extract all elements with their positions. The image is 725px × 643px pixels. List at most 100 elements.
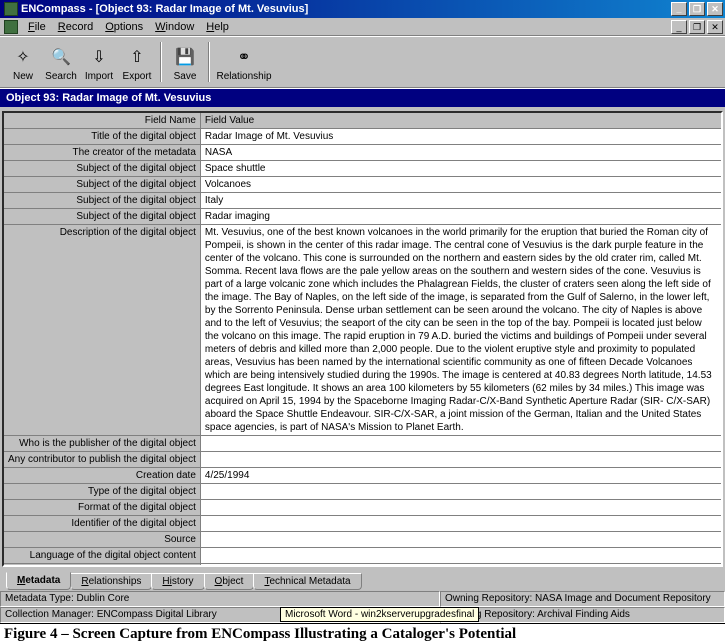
table-row: Subject of the digital objectRadar imagi… xyxy=(4,209,721,225)
field-value[interactable]: Space shuttle xyxy=(200,161,721,177)
import-button[interactable]: ⇩ Import xyxy=(80,38,118,86)
field-label: Subject of the digital object xyxy=(4,193,200,209)
relationship-button-label: Relationship xyxy=(216,71,271,82)
save-button[interactable]: 💾Save xyxy=(166,38,204,86)
search-icon: 🔍 xyxy=(49,45,73,69)
field-label: Format of the digital object xyxy=(4,500,200,516)
new-button[interactable]: ✧ New xyxy=(4,38,42,86)
mdi-close-button[interactable]: ✕ xyxy=(707,20,723,34)
title-bar: ENCompass - [Object 93: Radar Image of M… xyxy=(0,0,725,18)
field-label: Subject of the digital object xyxy=(4,177,200,193)
figure-caption: Figure 4 – Screen Capture from ENCompass… xyxy=(0,623,725,643)
metadata-type-status: Metadata Type: Dublin Core xyxy=(0,591,440,607)
mdi-child-icon[interactable] xyxy=(4,20,18,34)
field-value[interactable]: NASA xyxy=(200,145,721,161)
table-row: The creator of the metadataNASA xyxy=(4,145,721,161)
field-value[interactable]: Mt. Vesuvius, one of the best known volc… xyxy=(200,225,721,436)
field-value[interactable] xyxy=(200,516,721,532)
field-label: Relation xyxy=(4,564,200,568)
working-repository-status: Working Repository: Archival Finding Aid… xyxy=(440,607,725,623)
mdi-restore-button[interactable]: ❐ xyxy=(689,20,705,34)
tab-row: MetadataRelationshipsHistoryObjectTechni… xyxy=(0,571,725,591)
table-row: Subject of the digital objectSpace shutt… xyxy=(4,161,721,177)
close-button[interactable]: ✕ xyxy=(707,2,723,16)
toolbar-separator xyxy=(208,42,210,82)
save-button-label: Save xyxy=(174,71,197,82)
table-row: Identifier of the digital object xyxy=(4,516,721,532)
field-value[interactable]: 4/25/1994 xyxy=(200,468,721,484)
search-button-label: Search xyxy=(45,71,77,82)
field-label: Description of the digital object xyxy=(4,225,200,436)
field-label: Who is the publisher of the digital obje… xyxy=(4,436,200,452)
field-label: Identifier of the digital object xyxy=(4,516,200,532)
new-icon: ✧ xyxy=(11,45,35,69)
table-row: Format of the digital object xyxy=(4,500,721,516)
field-value[interactable] xyxy=(200,500,721,516)
menu-record[interactable]: Record xyxy=(52,20,99,34)
table-row: Subject of the digital objectVolcanoes xyxy=(4,177,721,193)
table-row: Relation xyxy=(4,564,721,568)
relationship-button[interactable]: ⚭ Relationship xyxy=(214,38,274,86)
field-value[interactable]: Radar Image of Mt. Vesuvius xyxy=(200,129,721,145)
field-label: Language of the digital object content xyxy=(4,548,200,564)
table-row: Creation date4/25/1994 xyxy=(4,468,721,484)
tab-technical-metadata[interactable]: Technical Metadata xyxy=(253,573,361,590)
table-row: Any contributor to publish the digital o… xyxy=(4,452,721,468)
import-icon: ⇩ xyxy=(87,45,111,69)
field-label: Type of the digital object xyxy=(4,484,200,500)
toolbar: ✧ New 🔍 Search ⇩ Import ⇧Export 💾Save ⚭ Relations… xyxy=(0,36,725,88)
mdi-minimize-button[interactable]: _ xyxy=(671,20,687,34)
table-row: Who is the publisher of the digital obje… xyxy=(4,436,721,452)
field-label: Subject of the digital object xyxy=(4,209,200,225)
field-header-label: Field Name xyxy=(4,113,200,129)
table-row: Title of the digital objectRadar Image o… xyxy=(4,129,721,145)
window-title: ENCompass - [Object 93: Radar Image of M… xyxy=(21,3,671,15)
menu-bar: FileRecordOptionsWindowHelp _ ❐ ✕ xyxy=(0,18,725,36)
table-row: Type of the digital object xyxy=(4,484,721,500)
owning-repository-status: Owning Repository: NASA Image and Docume… xyxy=(440,591,725,607)
field-label: Creation date xyxy=(4,468,200,484)
field-value[interactable] xyxy=(200,532,721,548)
menu-help[interactable]: Help xyxy=(200,20,235,34)
toolbar-separator xyxy=(160,42,162,82)
field-label: The creator of the metadata xyxy=(4,145,200,161)
field-value[interactable]: Radar imaging xyxy=(200,209,721,225)
tab-history[interactable]: History xyxy=(151,573,204,590)
minimize-button[interactable]: _ xyxy=(671,2,687,16)
menu-window[interactable]: Window xyxy=(149,20,200,34)
taskbar-tooltip: Microsoft Word - win2kserverupgradesfina… xyxy=(280,607,479,622)
field-label: Any contributor to publish the digital o… xyxy=(4,452,200,468)
new-button-label: New xyxy=(13,71,33,82)
object-banner: Object 93: Radar Image of Mt. Vesuvius xyxy=(0,88,725,107)
menu-options[interactable]: Options xyxy=(99,20,149,34)
field-value[interactable] xyxy=(200,484,721,500)
field-table: Field NameField ValueTitle of the digita… xyxy=(4,113,721,567)
table-row: Description of the digital objectMt. Ves… xyxy=(4,225,721,436)
app-icon xyxy=(4,2,18,16)
table-row: Source xyxy=(4,532,721,548)
table-row: Language of the digital object content xyxy=(4,548,721,564)
export-icon: ⇧ xyxy=(125,45,149,69)
menu-file[interactable]: File xyxy=(22,20,52,34)
field-label: Subject of the digital object xyxy=(4,161,200,177)
field-label: Title of the digital object xyxy=(4,129,200,145)
field-value[interactable] xyxy=(200,548,721,564)
field-header-value: Field Value xyxy=(200,113,721,129)
export-button[interactable]: ⇧Export xyxy=(118,38,156,86)
field-value[interactable] xyxy=(200,436,721,452)
metadata-panel: Field NameField ValueTitle of the digita… xyxy=(2,111,723,567)
field-value[interactable] xyxy=(200,564,721,568)
maximize-button[interactable]: ❐ xyxy=(689,2,705,16)
search-button[interactable]: 🔍 Search xyxy=(42,38,80,86)
field-label: Source xyxy=(4,532,200,548)
field-value[interactable] xyxy=(200,452,721,468)
field-value[interactable]: Italy xyxy=(200,193,721,209)
import-button-label: Import xyxy=(85,71,113,82)
status-row-1: Metadata Type: Dublin Core Owning Reposi… xyxy=(0,591,725,607)
field-value[interactable]: Volcanoes xyxy=(200,177,721,193)
relationship-icon: ⚭ xyxy=(232,45,256,69)
tab-metadata[interactable]: Metadata xyxy=(6,572,71,590)
tab-object[interactable]: Object xyxy=(204,573,255,590)
tab-relationships[interactable]: Relationships xyxy=(70,573,152,590)
table-row: Subject of the digital objectItaly xyxy=(4,193,721,209)
